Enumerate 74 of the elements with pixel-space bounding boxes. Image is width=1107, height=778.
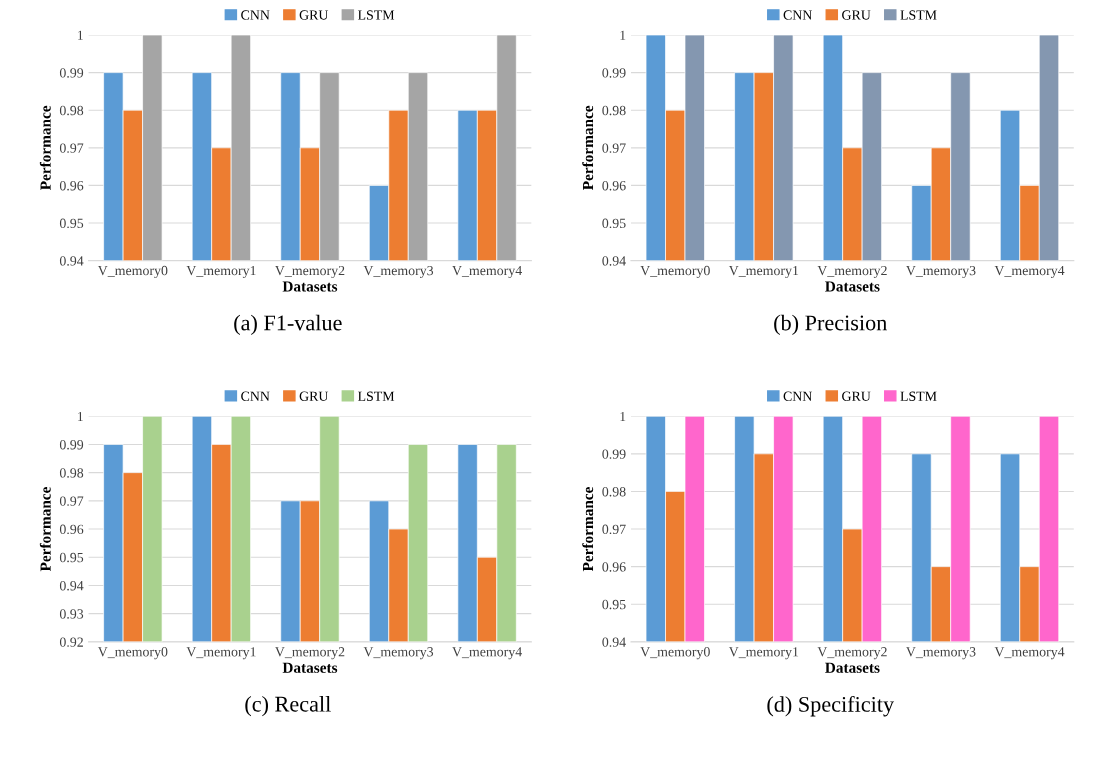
y-axis-title: Performance [582, 487, 594, 572]
y-tick-label: 0.97 [59, 143, 84, 153]
y-tick-label: 0.94 [602, 637, 626, 647]
text: (c) Recall [245, 696, 331, 717]
legend-label: GRU [842, 391, 871, 401]
x-tick-label: V_memory0 [97, 647, 168, 660]
y-tick-label: 0.96 [602, 181, 626, 191]
legend-label: LSTM [357, 10, 395, 20]
legend-label: CNN [241, 391, 270, 401]
legend-label: LSTM [900, 10, 937, 20]
y-tick-label: 0.97 [602, 524, 626, 535]
x-tick-label: V_memory2 [817, 265, 887, 279]
x-axis-title: Datasets [825, 281, 880, 292]
legend-label: CNN [783, 391, 813, 401]
legend-label: CNN [241, 10, 270, 20]
y-axis-title: Performance [39, 105, 51, 190]
y-tick-label: 0.95 [602, 218, 626, 229]
legend-label: LSTM [900, 391, 937, 401]
y-tick-label: 0.96 [602, 562, 626, 572]
y-tick-label: 0.95 [59, 552, 84, 563]
x-tick-label: V_memory2 [275, 647, 345, 660]
y-tick-label: 0.98 [59, 468, 84, 478]
x-tick-label: V_memory4 [452, 647, 522, 660]
legend-label: GRU [299, 391, 329, 401]
legend-label: CNN [783, 10, 813, 20]
legend-label: LSTM [357, 391, 395, 401]
y-tick-label: 0.98 [59, 105, 84, 116]
x-tick-label: V_memory4 [452, 265, 522, 279]
x-tick-label: V_memory1 [186, 647, 256, 660]
y-tick-label: 0.99 [602, 68, 626, 78]
y-tick-label: 0.99 [59, 440, 84, 450]
x-axis-title: Datasets [825, 662, 880, 673]
y-axis-title: Performance [39, 487, 51, 572]
x-tick-label: V_memory3 [363, 265, 434, 279]
text: (d) Specificity [767, 696, 895, 717]
text: (a) F1-value [234, 314, 342, 335]
x-tick-label: V_memory2 [817, 647, 887, 660]
y-tick-label: 0.96 [59, 524, 84, 535]
x-tick-label: V_memory4 [994, 265, 1065, 279]
legend-label: GRU [842, 10, 871, 20]
y-tick-label: 0.95 [602, 599, 626, 610]
y-tick-label: 1 [620, 411, 626, 422]
text: (b) Precision [774, 314, 887, 335]
x-tick-label: V_memory4 [994, 647, 1065, 660]
x-axis-title: Datasets [282, 281, 338, 292]
y-axis-title: Performance [582, 105, 594, 190]
x-tick-label: V_memory3 [906, 647, 976, 660]
y-tick-label: 0.97 [59, 496, 84, 506]
x-tick-label: V_memory0 [640, 647, 710, 660]
y-tick-label: 0.94 [602, 256, 626, 266]
y-tick-label: 0.94 [59, 256, 84, 266]
y-tick-label: 0.98 [602, 105, 626, 116]
x-tick-label: V_memory0 [640, 265, 710, 279]
y-tick-label: 0.99 [59, 68, 84, 78]
y-tick-label: 1 [77, 30, 83, 40]
x-tick-label: V_memory2 [275, 265, 345, 279]
x-tick-label: V_memory3 [906, 265, 976, 279]
y-tick-label: 1 [620, 30, 626, 40]
x-axis-title: Datasets [282, 662, 338, 673]
y-tick-label: 0.98 [602, 487, 626, 497]
y-tick-label: 1 [77, 411, 83, 422]
x-tick-label: V_memory0 [97, 265, 168, 279]
y-tick-label: 0.95 [59, 218, 84, 229]
y-tick-label: 0.99 [602, 449, 626, 459]
x-tick-label: V_memory3 [363, 647, 434, 660]
y-tick-label: 0.94 [59, 581, 84, 591]
x-tick-label: V_memory1 [728, 265, 799, 279]
legend-label: GRU [299, 10, 329, 20]
x-tick-label: V_memory1 [728, 647, 799, 660]
y-tick-label: 0.93 [59, 609, 84, 619]
x-tick-label: V_memory1 [186, 265, 256, 279]
y-tick-label: 0.96 [59, 181, 84, 191]
y-tick-label: 0.97 [602, 143, 626, 153]
y-tick-label: 0.92 [59, 637, 83, 647]
